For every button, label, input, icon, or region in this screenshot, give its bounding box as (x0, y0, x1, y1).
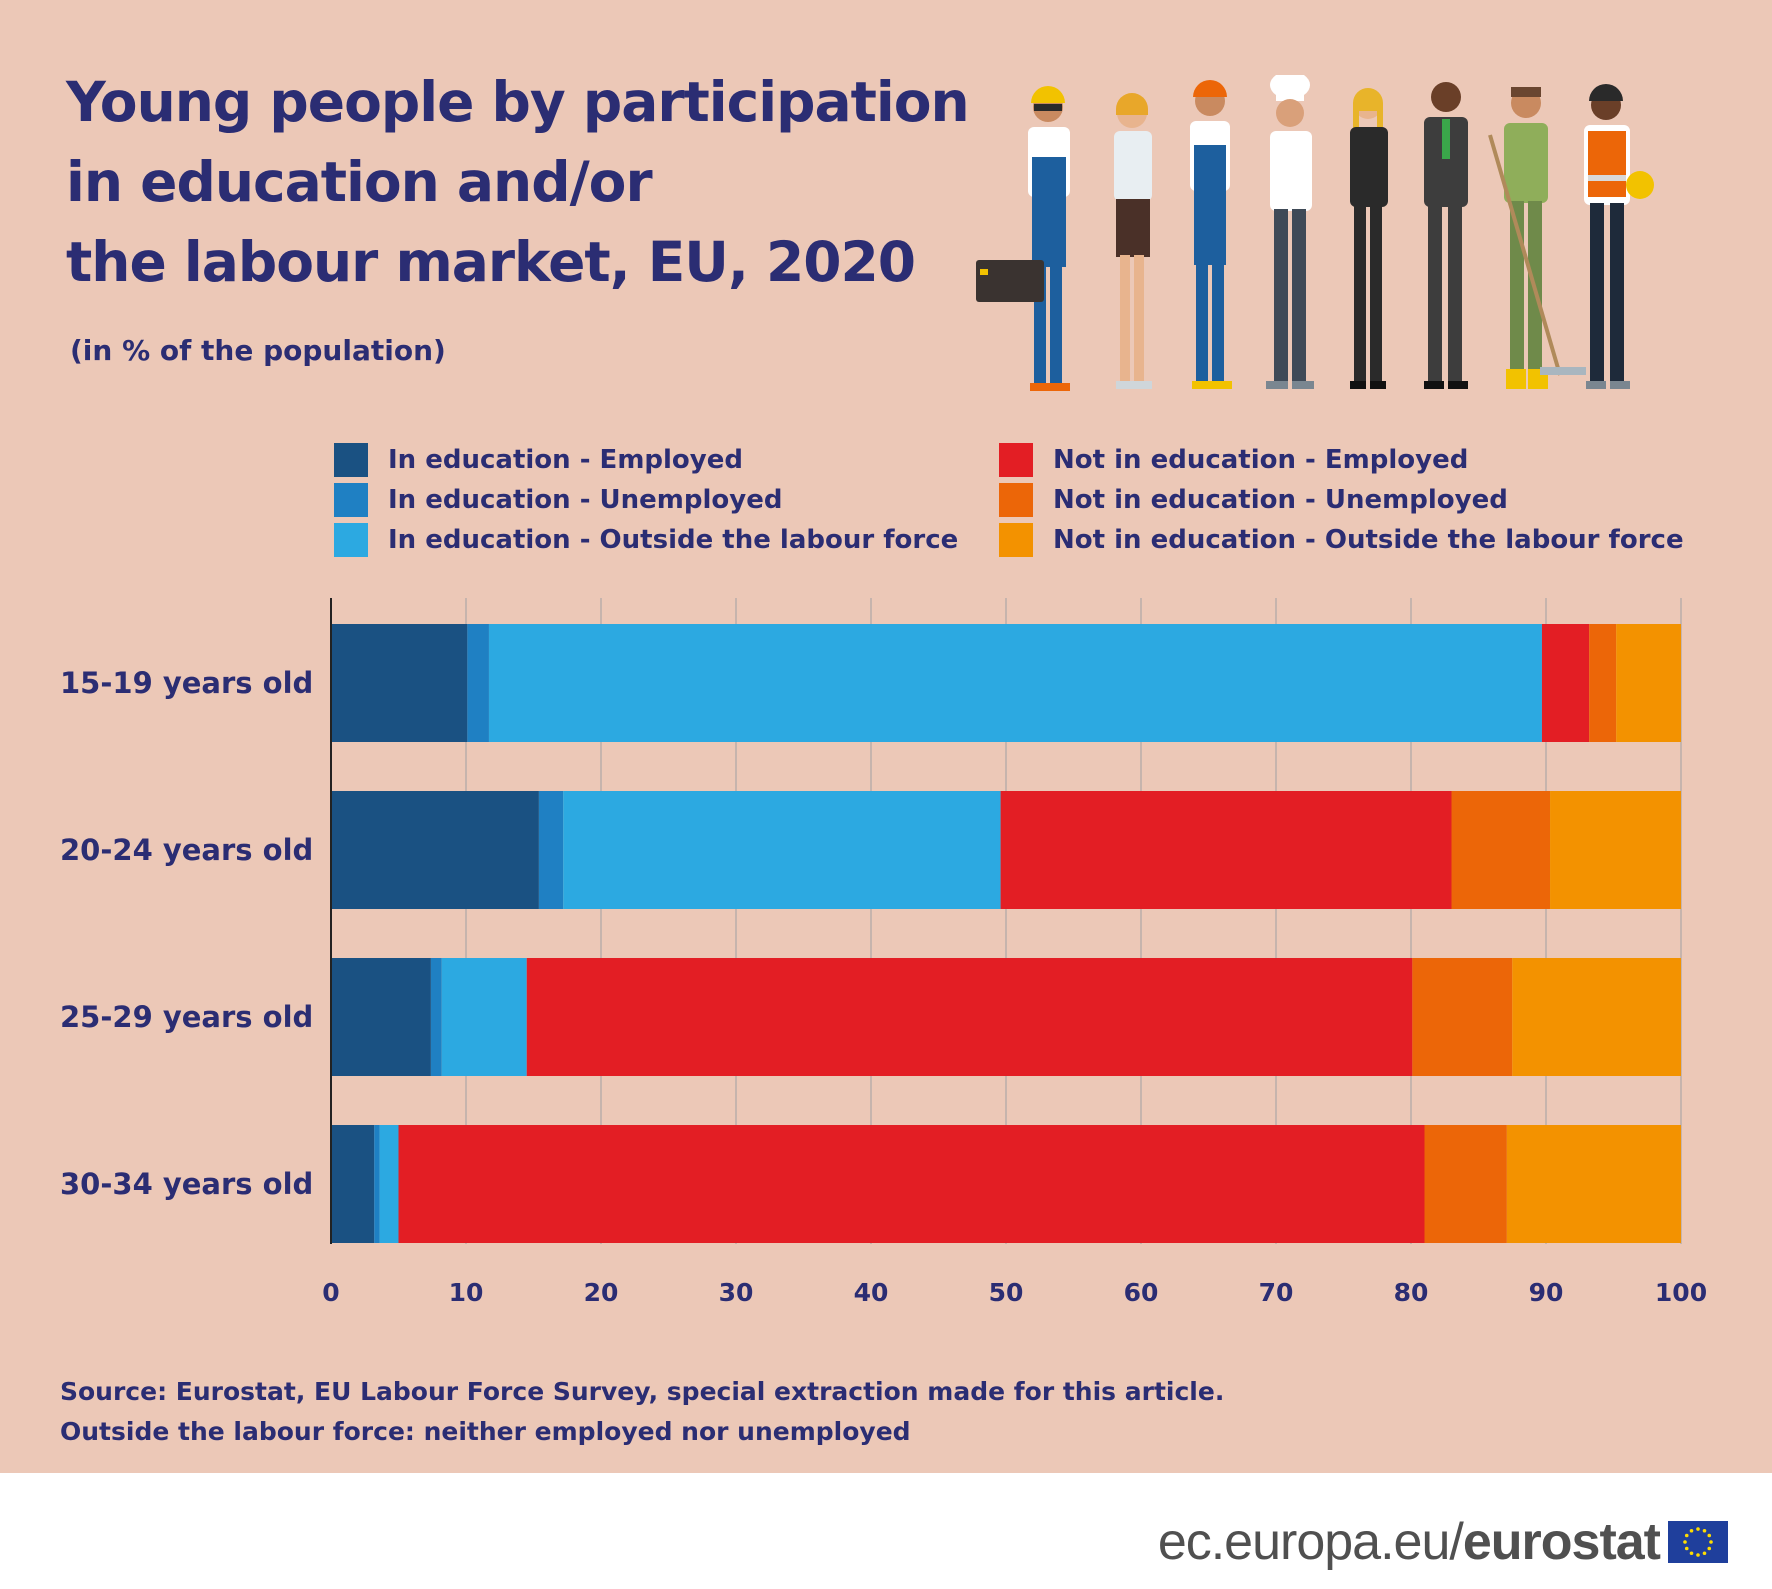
bars (331, 624, 1681, 1243)
legend-swatch (334, 523, 368, 557)
worker-businessman (1424, 82, 1468, 389)
bar-segment (331, 1125, 375, 1243)
bar-segment (1000, 791, 1452, 909)
worker-woman-glasses (1114, 93, 1152, 389)
workers-illustration (976, 75, 1654, 391)
bar-segment (563, 791, 1001, 909)
title-line-2: in education and/or (66, 150, 653, 214)
chart-title: Young people by participation in educati… (66, 62, 970, 302)
legend-swatch (999, 443, 1033, 477)
bar-segment (398, 1125, 1425, 1243)
legend-swatch (999, 483, 1033, 517)
legend-label: In education - Unemployed (388, 485, 783, 515)
source-line-2: Outside the labour force: neither employ… (60, 1417, 911, 1446)
chart-subtitle: (in % of the population) (70, 334, 446, 367)
worker-chef (1266, 75, 1314, 389)
x-tick-label: 30 (719, 1278, 754, 1307)
footer-url-prefix: ec.europa.eu/ (1157, 1513, 1464, 1571)
bar-segment (331, 624, 468, 742)
legend-item-in-education-outside-labour-force: In education - Outside the labour force (334, 522, 958, 558)
bar-segment (331, 791, 539, 909)
stacked-bar-chart: 15-19 years old 20-24 years old 25-29 year… (60, 598, 1707, 1307)
bar-segment (1512, 958, 1681, 1076)
bar-segment (538, 791, 564, 909)
legend-item-in-education-employed: In education - Employed (334, 442, 743, 478)
legend-label: In education - Outside the labour force (388, 525, 959, 555)
bar-segment (488, 624, 1542, 742)
chart-panel: Young people by participation in educati… (0, 0, 1772, 1473)
worker-builder (1190, 80, 1232, 389)
x-tick-label: 60 (1124, 1278, 1159, 1307)
x-axis-tick-labels: 0 10 20 30 40 50 60 70 80 90 100 (322, 1278, 1707, 1307)
bar-segment (441, 958, 527, 1076)
category-label: 25-29 years old (60, 1000, 313, 1034)
legend-item-not-in-education-employed: Not in education - Employed (999, 442, 1468, 478)
bar-segment (374, 1125, 380, 1243)
legend-item-not-in-education-outside-labour-force: Not in education - Outside the labour fo… (999, 522, 1684, 558)
bar-segment (1541, 624, 1590, 742)
footer-branding: ec.europa.eu/eurostat (1158, 1512, 1728, 1572)
x-tick-label: 90 (1529, 1278, 1564, 1307)
source-note: Source: Eurostat, EU Labour Force Survey… (60, 1372, 1224, 1452)
bar-segment (1412, 958, 1513, 1076)
legend-swatch (334, 483, 368, 517)
title-line-1: Young people by participation (66, 70, 970, 134)
eu-flag-icon (1668, 1521, 1728, 1563)
worker-welder (976, 86, 1070, 391)
bar-segment (1616, 624, 1681, 742)
bar-segment (1424, 1125, 1507, 1243)
legend-swatch (999, 523, 1033, 557)
worker-gardener (1488, 87, 1586, 389)
x-tick-label: 70 (1259, 1278, 1294, 1307)
bar-segment (1589, 624, 1617, 742)
category-label: 20-24 years old (60, 833, 313, 867)
x-tick-label: 20 (584, 1278, 619, 1307)
legend-label: Not in education - Outside the labour fo… (1053, 525, 1684, 555)
bar-segment (526, 958, 1413, 1076)
legend-item-not-in-education-unemployed: Not in education - Unemployed (999, 482, 1508, 518)
legend-label: Not in education - Unemployed (1053, 485, 1508, 515)
x-tick-label: 0 (322, 1278, 339, 1307)
footer-url[interactable]: ec.europa.eu/eurostat (1157, 1512, 1661, 1572)
chart-legend: In education - Employed In education - U… (334, 442, 1694, 562)
category-labels: 15-19 years old 20-24 years old 25-29 year… (60, 666, 313, 1201)
category-label: 15-19 years old (60, 666, 313, 700)
bar-segment (1451, 791, 1551, 909)
bar-segment (331, 958, 431, 1076)
x-tick-label: 50 (989, 1278, 1024, 1307)
category-label: 30-34 years old (60, 1167, 313, 1201)
x-tick-label: 40 (854, 1278, 889, 1307)
x-tick-label: 80 (1394, 1278, 1429, 1307)
bar-segment (1506, 1125, 1681, 1243)
bar-segment (430, 958, 442, 1076)
legend-item-in-education-unemployed: In education - Unemployed (334, 482, 782, 518)
footer-brand: eurostat (1462, 1513, 1661, 1571)
bar-segment (467, 624, 489, 742)
worker-safety-vest (1584, 84, 1654, 389)
x-tick-label: 100 (1655, 1278, 1707, 1307)
bar-segment (1550, 791, 1681, 909)
x-tick-label: 10 (449, 1278, 484, 1307)
bar-segment (379, 1125, 399, 1243)
source-line-1: Source: Eurostat, EU Labour Force Survey… (60, 1377, 1225, 1406)
worker-businesswoman (1350, 88, 1388, 389)
legend-label: In education - Employed (388, 445, 743, 475)
legend-swatch (334, 443, 368, 477)
legend-label: Not in education - Employed (1053, 445, 1469, 475)
title-line-3: the labour market, EU, 2020 (66, 230, 916, 294)
